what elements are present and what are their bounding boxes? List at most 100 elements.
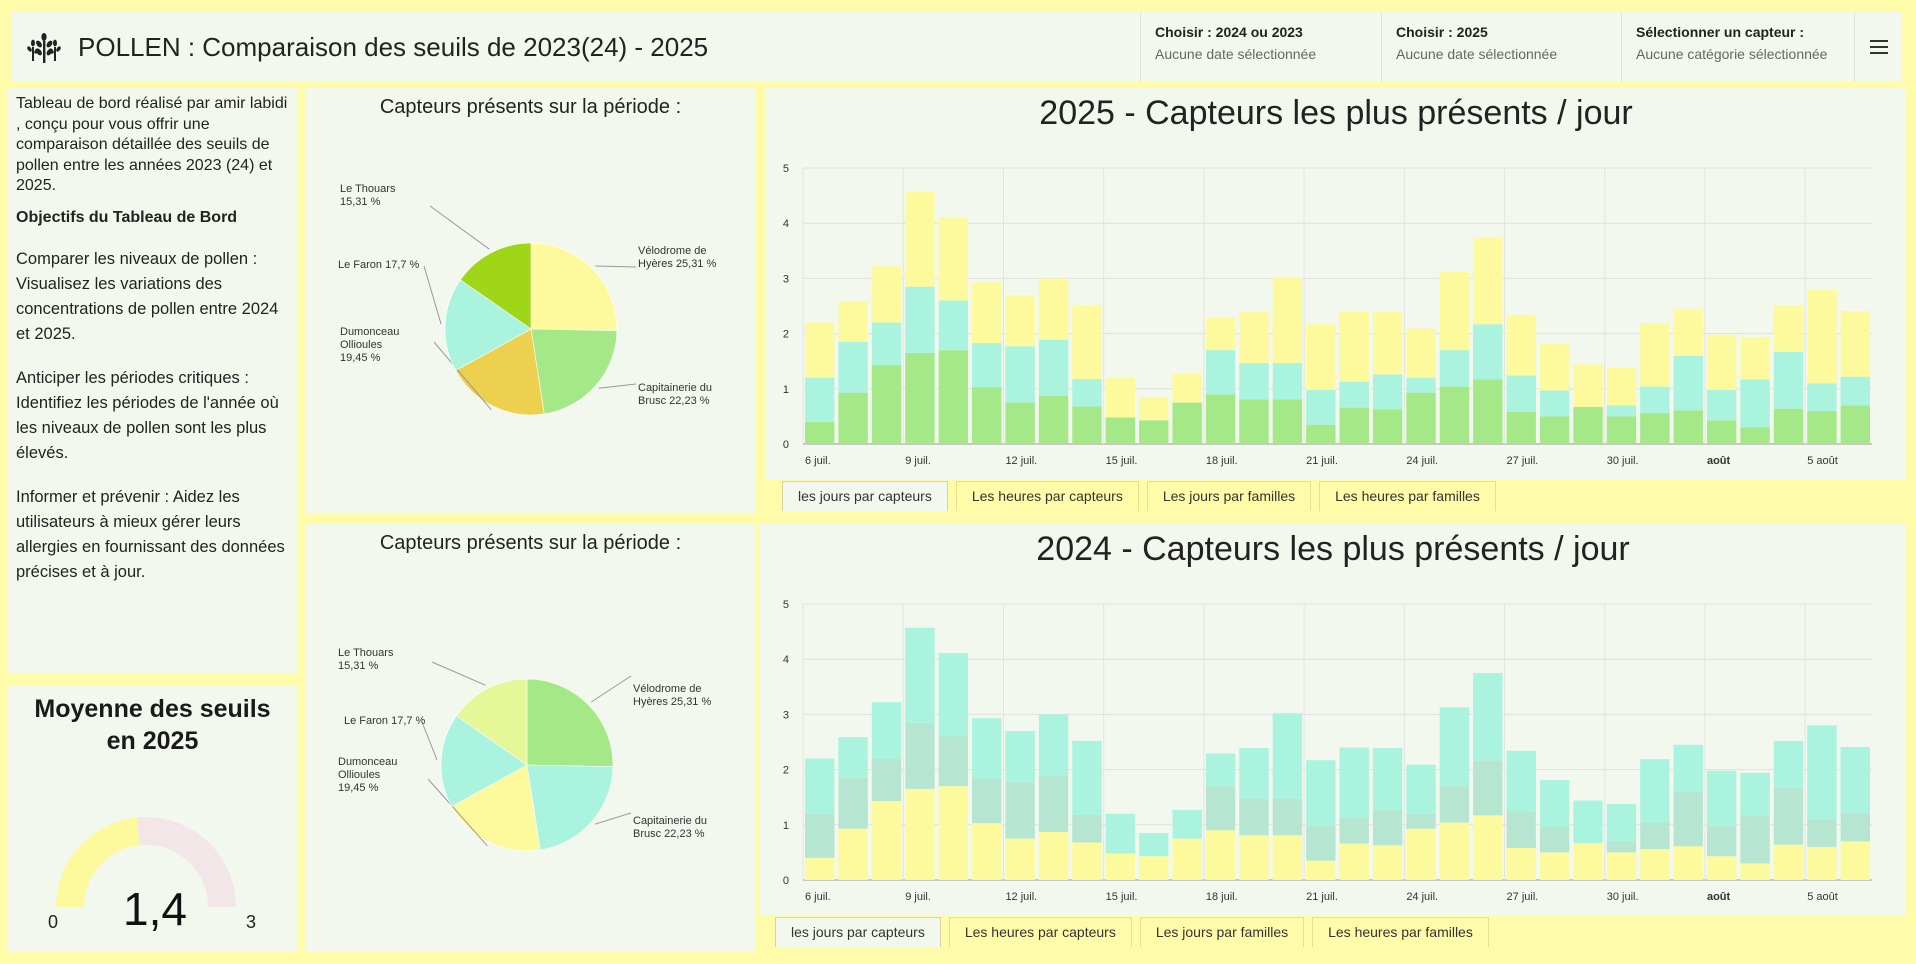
bar-segment[interactable] bbox=[1740, 815, 1770, 864]
bar-segment[interactable] bbox=[1573, 364, 1603, 408]
bar-segment[interactable] bbox=[1473, 673, 1503, 761]
bar-segment[interactable] bbox=[1840, 841, 1870, 880]
bar-segment[interactable] bbox=[1306, 860, 1336, 880]
bar-segment[interactable] bbox=[1640, 323, 1670, 387]
bar-segment[interactable] bbox=[1339, 311, 1369, 382]
bar-segment[interactable] bbox=[871, 266, 902, 323]
bar-segment[interactable] bbox=[1539, 826, 1570, 853]
bar-segment[interactable] bbox=[1272, 362, 1303, 400]
bar-segment[interactable] bbox=[1539, 416, 1570, 444]
bar-segment[interactable] bbox=[1205, 753, 1236, 787]
bar-segment[interactable] bbox=[1239, 362, 1269, 400]
bar-segment[interactable] bbox=[1606, 841, 1637, 853]
bar-segment[interactable] bbox=[1506, 375, 1536, 412]
bar-segment[interactable] bbox=[1205, 830, 1236, 880]
bar-segment[interactable] bbox=[1807, 410, 1837, 444]
bar-segment[interactable] bbox=[1072, 814, 1102, 843]
bar-segment[interactable] bbox=[1005, 782, 1035, 839]
tab-heures-par-familles[interactable]: Les heures par familles bbox=[1319, 481, 1496, 511]
bar-segment[interactable] bbox=[905, 722, 935, 789]
bar-segment[interactable] bbox=[1773, 787, 1804, 845]
bar-segment[interactable] bbox=[1673, 308, 1703, 356]
tab-jours-par-familles[interactable]: Les jours par familles bbox=[1139, 917, 1305, 947]
bar-segment[interactable] bbox=[838, 341, 868, 393]
bar-segment[interactable] bbox=[1038, 775, 1069, 832]
bar-segment[interactable] bbox=[1072, 740, 1102, 815]
bar-segment[interactable] bbox=[1239, 835, 1269, 880]
bar-segment[interactable] bbox=[1105, 813, 1136, 854]
bar-segment[interactable] bbox=[1272, 277, 1303, 363]
bar-segment[interactable] bbox=[1573, 407, 1603, 444]
bar-segment[interactable] bbox=[1573, 843, 1603, 880]
pie-slice[interactable] bbox=[530, 328, 618, 415]
bar-segment[interactable] bbox=[1339, 817, 1369, 844]
bar-segment[interactable] bbox=[1172, 809, 1202, 839]
bar-segment[interactable] bbox=[1406, 328, 1436, 378]
bar-segment[interactable] bbox=[1139, 420, 1169, 444]
bar-segment[interactable] bbox=[1239, 399, 1269, 444]
bar-segment[interactable] bbox=[1706, 770, 1737, 826]
bar-segment[interactable] bbox=[1172, 373, 1202, 403]
bar-segment[interactable] bbox=[938, 736, 969, 787]
bar-segment[interactable] bbox=[938, 300, 969, 351]
bar-segment[interactable] bbox=[1306, 324, 1336, 390]
bar-segment[interactable] bbox=[838, 392, 868, 444]
bar-segment[interactable] bbox=[1773, 844, 1804, 880]
bar-segment[interactable] bbox=[1306, 424, 1336, 444]
bar-segment[interactable] bbox=[905, 191, 935, 287]
pie-slice[interactable] bbox=[451, 764, 541, 852]
bar-segment[interactable] bbox=[1072, 406, 1102, 444]
bar-segment[interactable] bbox=[1439, 822, 1470, 880]
bar-segment[interactable] bbox=[1706, 856, 1737, 880]
bar-segment[interactable] bbox=[1506, 411, 1536, 444]
hamburger-menu-button[interactable] bbox=[1854, 12, 1902, 82]
bar-segment[interactable] bbox=[1473, 237, 1503, 325]
bar-segment[interactable] bbox=[871, 322, 902, 366]
bar-segment[interactable] bbox=[1306, 389, 1336, 425]
bar-segment[interactable] bbox=[1473, 379, 1503, 444]
bar-segment[interactable] bbox=[838, 828, 868, 880]
bar-segment[interactable] bbox=[1606, 367, 1637, 406]
pie-slice[interactable] bbox=[460, 242, 532, 330]
bar-segment[interactable] bbox=[1038, 831, 1069, 880]
bar-segment[interactable] bbox=[1606, 416, 1637, 444]
bar-segment[interactable] bbox=[1406, 828, 1436, 880]
bar-segment[interactable] bbox=[972, 718, 1002, 779]
bar-segment[interactable] bbox=[1406, 377, 1436, 393]
tab-jours-par-capteurs[interactable]: les jours par capteurs bbox=[782, 481, 948, 511]
bar-segment[interactable] bbox=[938, 786, 969, 880]
filter-sensor[interactable]: Sélectionner un capteur : Aucune catégor… bbox=[1621, 12, 1854, 82]
bar-segment[interactable] bbox=[1038, 339, 1069, 396]
bar-segment[interactable] bbox=[1072, 304, 1102, 379]
bar-segment[interactable] bbox=[1673, 355, 1703, 411]
bar-segment[interactable] bbox=[1272, 798, 1303, 836]
bar-segment[interactable] bbox=[1506, 750, 1536, 812]
bar-segment[interactable] bbox=[838, 737, 868, 778]
bar-segment[interactable] bbox=[1105, 417, 1136, 444]
bar-segment[interactable] bbox=[1773, 740, 1804, 788]
bar-segment[interactable] bbox=[1673, 846, 1703, 880]
bar-segment[interactable] bbox=[972, 387, 1002, 444]
bar-segment[interactable] bbox=[1406, 392, 1436, 444]
tab-heures-par-capteurs[interactable]: Les heures par capteurs bbox=[955, 481, 1139, 511]
pie-slice[interactable] bbox=[526, 764, 614, 851]
bar-segment[interactable] bbox=[1339, 747, 1369, 818]
bar-segment[interactable] bbox=[1807, 289, 1837, 384]
filter-year-2025[interactable]: Choisir : 2025 Aucune date sélectionnée bbox=[1381, 12, 1621, 82]
bar-segment[interactable] bbox=[1840, 310, 1870, 377]
bar-segment[interactable] bbox=[1640, 413, 1670, 444]
bar-segment[interactable] bbox=[805, 421, 835, 444]
bar-segment[interactable] bbox=[905, 352, 935, 444]
bar-segment[interactable] bbox=[1439, 386, 1470, 444]
bar-segment[interactable] bbox=[1205, 350, 1236, 395]
bar-segment[interactable] bbox=[1673, 744, 1703, 792]
bar-segment[interactable] bbox=[1606, 803, 1637, 842]
bar-segment[interactable] bbox=[1272, 399, 1303, 444]
bar-segment[interactable] bbox=[1807, 725, 1837, 820]
bar-segment[interactable] bbox=[1372, 374, 1403, 410]
bar-segment[interactable] bbox=[905, 286, 935, 353]
bar-segment[interactable] bbox=[1239, 748, 1269, 799]
bar-segment[interactable] bbox=[1372, 409, 1403, 444]
bar-segment[interactable] bbox=[1005, 346, 1035, 403]
pie-slice[interactable] bbox=[456, 678, 528, 766]
